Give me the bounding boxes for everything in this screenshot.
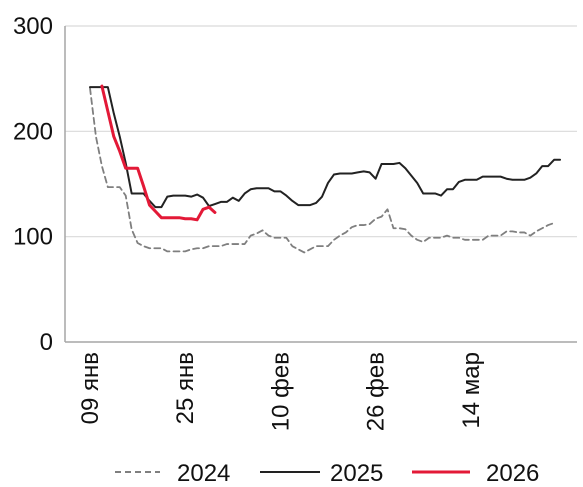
x-tick-label: 26 фев xyxy=(363,352,390,431)
y-tick-label: 100 xyxy=(13,224,53,251)
gridlines xyxy=(65,25,577,238)
chart-plot-area: 0 100 200 300 09 янв 25 янв 10 фев 26 фев 14 ма… xyxy=(13,13,577,431)
y-tick-label: 200 xyxy=(13,118,53,145)
series-line-2026 xyxy=(100,84,217,222)
x-tick-label: 10 фев xyxy=(267,352,294,431)
y-tick-label: 0 xyxy=(40,329,53,356)
x-tick-label: 25 янв xyxy=(172,352,199,424)
y-tick-label: 300 xyxy=(13,13,53,40)
x-tick-label: 14 мар xyxy=(458,352,485,429)
x-axis-ticks: 09 янв 25 янв 10 фев 26 фев 14 мар xyxy=(77,352,485,431)
legend-label-2026: 2026 xyxy=(486,460,539,487)
legend-label-2025: 2025 xyxy=(330,460,383,487)
axes xyxy=(64,26,577,343)
series-lines xyxy=(89,84,562,254)
legend-item-2026: 2026 xyxy=(412,460,539,487)
x-tick-label: 09 янв xyxy=(77,352,104,424)
legend-item-2024: 2024 xyxy=(115,460,230,487)
series-line-2025 xyxy=(89,86,562,209)
series-line-2024 xyxy=(89,87,555,254)
legend-item-2025: 2025 xyxy=(260,460,383,487)
legend: 2024 2025 2026 xyxy=(115,460,539,487)
legend-label-2024: 2024 xyxy=(177,460,230,487)
y-axis-ticks: 0 100 200 300 xyxy=(13,13,53,356)
